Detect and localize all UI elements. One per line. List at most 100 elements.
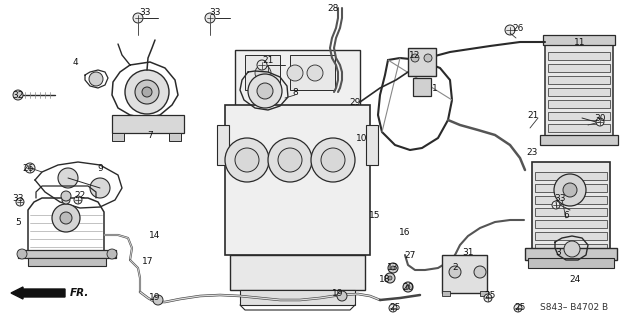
Text: 21: 21 (528, 110, 539, 119)
Text: 19: 19 (150, 292, 161, 301)
Circle shape (13, 90, 23, 100)
Bar (532, 162, 610, 250)
Circle shape (321, 148, 345, 172)
Text: 32: 32 (13, 91, 24, 100)
FancyArrow shape (11, 287, 65, 299)
Bar (548, 88, 610, 96)
Circle shape (255, 65, 271, 81)
Bar (169, 133, 181, 141)
Text: 7: 7 (147, 131, 153, 140)
Circle shape (596, 118, 604, 126)
Bar (535, 220, 607, 228)
Bar (528, 258, 614, 268)
Circle shape (287, 65, 303, 81)
Bar (543, 35, 615, 45)
Bar (535, 208, 607, 216)
Circle shape (133, 13, 143, 23)
Text: 23: 23 (526, 148, 538, 156)
Text: 25: 25 (389, 303, 401, 313)
Circle shape (391, 266, 395, 270)
Text: 25: 25 (514, 303, 526, 313)
Bar (217, 125, 229, 165)
Circle shape (307, 65, 323, 81)
Bar (413, 78, 431, 96)
Circle shape (16, 198, 24, 206)
Bar (480, 291, 488, 296)
Bar (408, 48, 436, 76)
Circle shape (552, 201, 560, 209)
Circle shape (17, 249, 27, 259)
Bar (442, 291, 450, 296)
Circle shape (337, 291, 347, 301)
Circle shape (424, 54, 432, 62)
Text: 10: 10 (357, 133, 368, 142)
Circle shape (411, 54, 419, 62)
Circle shape (514, 304, 522, 312)
Bar (112, 133, 124, 141)
Text: 21: 21 (262, 55, 274, 65)
Bar (548, 64, 610, 72)
Circle shape (61, 191, 71, 201)
Text: 6: 6 (563, 211, 569, 220)
Circle shape (388, 263, 398, 273)
Bar (535, 232, 607, 240)
Circle shape (554, 174, 586, 206)
Circle shape (52, 204, 80, 232)
Bar (240, 290, 355, 305)
Text: FR.: FR. (70, 288, 90, 298)
Text: 26: 26 (512, 23, 524, 33)
Circle shape (60, 212, 72, 224)
Text: 18: 18 (379, 276, 391, 284)
Bar (366, 125, 378, 165)
Bar (225, 105, 370, 255)
Bar (548, 100, 610, 108)
Bar (112, 115, 184, 133)
Bar (442, 255, 487, 293)
Circle shape (311, 138, 355, 182)
Text: 30: 30 (594, 114, 606, 123)
Text: 28: 28 (327, 4, 339, 12)
Bar (548, 124, 610, 132)
Circle shape (153, 295, 163, 305)
Circle shape (248, 74, 282, 108)
Text: 5: 5 (15, 218, 21, 227)
Circle shape (142, 87, 152, 97)
Text: S843– B4702 B: S843– B4702 B (540, 303, 608, 313)
Circle shape (406, 285, 410, 289)
Circle shape (90, 178, 110, 198)
Text: 15: 15 (369, 211, 380, 220)
Text: 8: 8 (292, 87, 298, 97)
Circle shape (257, 83, 273, 99)
Circle shape (268, 138, 312, 182)
Circle shape (225, 138, 269, 182)
Circle shape (505, 25, 515, 35)
Bar (535, 172, 607, 180)
Bar (548, 112, 610, 120)
Circle shape (235, 148, 259, 172)
Text: 16: 16 (399, 228, 411, 236)
Circle shape (205, 13, 215, 23)
Bar (28, 258, 106, 266)
Text: 13: 13 (387, 263, 399, 273)
Circle shape (25, 163, 35, 173)
Circle shape (125, 70, 169, 114)
Bar (548, 76, 610, 84)
Text: 25: 25 (485, 291, 496, 300)
Text: 33: 33 (139, 7, 151, 17)
Bar (18, 250, 116, 258)
Bar (535, 244, 607, 252)
Circle shape (389, 304, 397, 312)
Circle shape (484, 294, 492, 302)
Bar (230, 255, 365, 290)
Text: 4: 4 (72, 58, 78, 67)
Text: 33: 33 (209, 7, 221, 17)
Circle shape (474, 266, 486, 278)
Text: 1: 1 (432, 84, 438, 92)
Text: 33: 33 (554, 194, 566, 203)
Text: 19: 19 (333, 289, 344, 298)
Text: 2: 2 (452, 263, 458, 273)
Bar (535, 196, 607, 204)
Circle shape (403, 282, 413, 292)
Circle shape (58, 168, 78, 188)
Text: 14: 14 (150, 230, 161, 239)
